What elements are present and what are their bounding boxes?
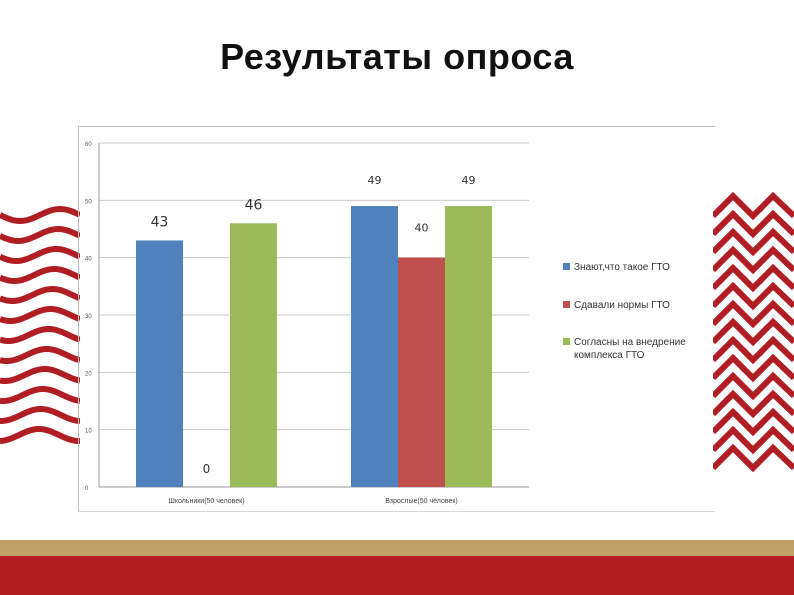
wave-stripe [0, 245, 80, 265]
legend-label: Сдавали нормы ГТО [574, 300, 670, 311]
chevron-stripe [713, 281, 794, 311]
wave-stripe [0, 386, 80, 404]
wave-decoration-left [0, 205, 80, 444]
data-label: 46 [245, 197, 263, 213]
legend-swatch [563, 301, 570, 308]
bar [230, 223, 277, 487]
x-category-label: Взрослые(50 человек) [385, 498, 458, 505]
data-label: 49 [462, 174, 476, 187]
slide-title: Результаты опроса [220, 36, 574, 77]
chevron-stripe [713, 317, 794, 347]
wave-stripe [0, 366, 80, 384]
legend-item: Согласны на внедрение комплекса ГТО [563, 337, 686, 361]
chevron-stripe [713, 335, 794, 365]
bar [136, 240, 183, 487]
footer-red-band [0, 556, 794, 595]
y-tick-label: 30 [85, 314, 92, 320]
legend-label: Согласны на внедрение комплекса ГТО [574, 337, 686, 361]
legend-label: Знают,что такое ГТО [574, 262, 670, 273]
data-label: 0 [203, 462, 211, 476]
data-label: 40 [415, 222, 429, 235]
y-tick-label: 40 [85, 257, 92, 263]
wave-stripe [0, 346, 80, 364]
bar-chart: 0 10 20 30 40 50 60 Школьники(50 человек) Взросл… [85, 142, 686, 505]
wave-stripe [0, 406, 80, 424]
chevron-stripe [713, 443, 794, 473]
wave-stripe [0, 265, 80, 285]
chevron-stripe [713, 389, 794, 419]
chevron-stripe [713, 227, 794, 257]
wave-stripe [0, 305, 80, 325]
chevron-stripe [713, 299, 794, 329]
chevron-stripe [713, 191, 794, 221]
y-tick-label: 0 [85, 486, 89, 492]
chevron-stripe [713, 353, 794, 383]
y-tick-label: 60 [85, 142, 92, 148]
chevron-stripe [713, 209, 794, 239]
wave-stripe [0, 205, 80, 225]
footer-gold-band [0, 540, 794, 556]
bar [351, 206, 398, 488]
chevron-stripe [713, 263, 794, 293]
chevron-stripe [713, 371, 794, 401]
legend-swatch [563, 338, 570, 345]
legend-swatch [563, 263, 570, 270]
chart-frame: 0 10 20 30 40 50 60 Школьники(50 человек) Взросл… [78, 126, 715, 512]
wave-stripe [0, 285, 80, 305]
chevron-decoration-right [713, 191, 794, 473]
y-tick-label: 10 [85, 429, 92, 435]
bar [398, 257, 445, 487]
data-label: 49 [368, 174, 382, 187]
wave-stripe [0, 326, 80, 344]
data-label: 43 [151, 214, 169, 230]
legend-item: Знают,что такое ГТО [563, 262, 670, 273]
chevron-stripe [713, 425, 794, 455]
x-category-label: Школьники(50 человек) [168, 498, 244, 505]
wave-stripe [0, 426, 80, 444]
y-tick-label: 20 [85, 371, 92, 377]
bar [445, 206, 492, 488]
chevron-stripe [713, 407, 794, 437]
wave-stripe [0, 225, 80, 245]
chevron-stripe [713, 245, 794, 275]
legend-item: Сдавали нормы ГТО [563, 300, 670, 311]
y-tick-label: 50 [85, 199, 92, 205]
